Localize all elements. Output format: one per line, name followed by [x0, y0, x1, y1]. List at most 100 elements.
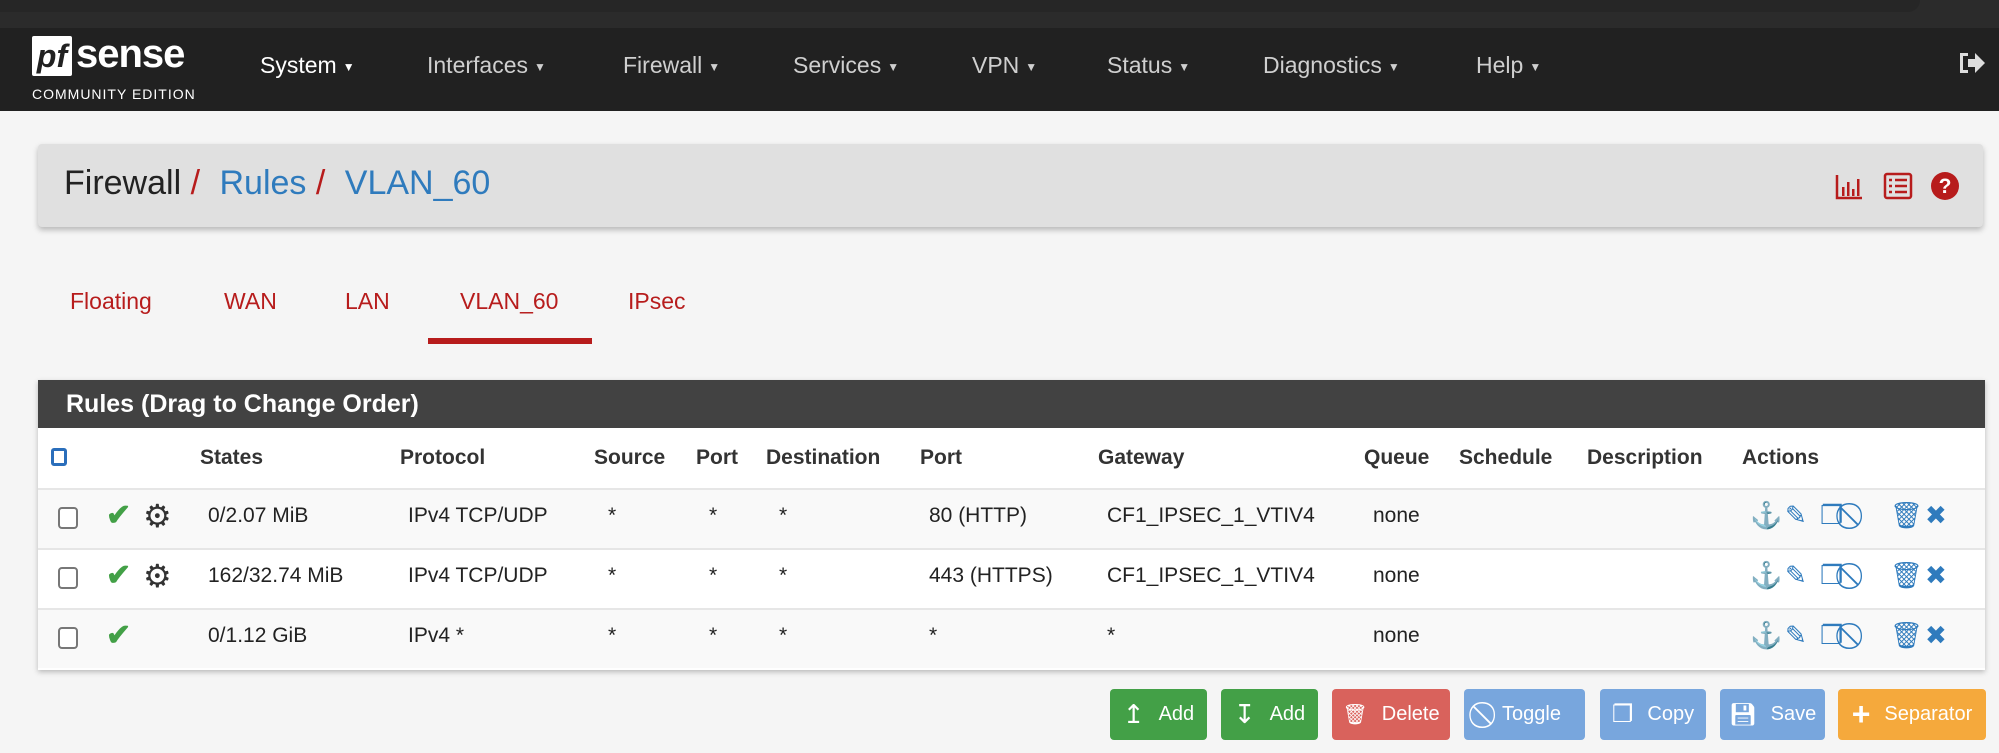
cell-destination-port: *: [929, 624, 938, 647]
tab-ipsec[interactable]: IPsec: [628, 288, 686, 314]
nav-status[interactable]: Status ▼: [1107, 52, 1191, 78]
breadcrumb-vlan60[interactable]: VLAN_60: [344, 164, 491, 202]
logo-mark: pf: [32, 36, 72, 76]
caret-down-icon: ▼: [1529, 59, 1542, 74]
nav-interfaces[interactable]: Interfaces ▼: [427, 52, 546, 78]
nav-system[interactable]: System ▼: [260, 52, 355, 78]
edit-icon[interactable]: ✎: [1785, 620, 1807, 650]
tab-wan[interactable]: WAN: [224, 288, 277, 314]
row-checkbox[interactable]: [58, 627, 78, 649]
add-bottom-button[interactable]: ↧ Add: [1221, 689, 1318, 740]
svg-text:?: ?: [1939, 175, 1952, 198]
cell-source-port: *: [709, 504, 718, 527]
pass-check-icon[interactable]: ✔: [106, 499, 132, 532]
table-row[interactable]: [38, 548, 1985, 608]
save-icon: 💾︎: [1728, 701, 1757, 727]
cell-source: *: [608, 504, 617, 527]
add-top-button[interactable]: ↥ Add: [1110, 689, 1207, 740]
gear-icon: ⚙: [143, 498, 172, 534]
row-checkbox[interactable]: [58, 567, 78, 589]
copy-icon: ❐: [1611, 701, 1634, 728]
anchor-icon[interactable]: ⚓: [1750, 500, 1783, 530]
cell-protocol: IPv4 TCP/UDP: [408, 504, 548, 527]
copy-button[interactable]: ❐ Copy: [1600, 689, 1706, 740]
tab-vlan60[interactable]: VLAN_60: [460, 288, 559, 314]
col-actions: Actions: [1742, 446, 1820, 469]
row-checkbox[interactable]: [58, 507, 78, 529]
cell-states-link[interactable]: 0/1.12 GiB: [208, 624, 308, 647]
cell-queue: none: [1373, 624, 1420, 647]
bar-chart-icon[interactable]: [1834, 171, 1864, 201]
save-button[interactable]: 💾︎ Save: [1720, 689, 1825, 740]
col-source: Source: [594, 446, 666, 469]
remove-icon[interactable]: ✖: [1925, 620, 1947, 650]
gear-icon: ⚙: [143, 558, 172, 594]
copy-icon[interactable]: ❐: [1820, 560, 1844, 590]
col-protocol: Protocol: [400, 446, 486, 469]
nav-diagnostics[interactable]: Diagnostics ▼: [1263, 52, 1400, 78]
col-destination-port: Port: [920, 446, 962, 469]
nav-firewall[interactable]: Firewall ▼: [623, 52, 721, 78]
table-row[interactable]: [38, 608, 1985, 668]
plus-icon: +: [1851, 696, 1871, 732]
cell-source-port: *: [709, 624, 718, 647]
cell-source: *: [608, 564, 617, 587]
tab-floating[interactable]: Floating: [70, 288, 152, 314]
pass-check-icon[interactable]: ✔: [106, 559, 132, 592]
breadcrumb-rules[interactable]: Rules: [219, 164, 307, 202]
cell-gateway: *: [1107, 624, 1116, 647]
cell-gateway[interactable]: CF1_IPSEC_1_VTIV4: [1107, 504, 1315, 527]
active-tab-indicator: [428, 338, 592, 344]
cell-source: *: [608, 624, 617, 647]
browser-top-strip: [0, 0, 1999, 28]
cell-destination-port: 80 (HTTP): [929, 504, 1028, 527]
table-row[interactable]: [38, 488, 1985, 548]
trash-icon: 🗑︎: [1342, 704, 1368, 726]
edit-icon[interactable]: ✎: [1785, 560, 1807, 590]
sign-out-icon[interactable]: [1958, 50, 1986, 83]
col-source-port: Port: [696, 446, 738, 469]
delete-icon[interactable]: 🗑︎: [1890, 560, 1924, 590]
cell-protocol: IPv4 *: [408, 624, 465, 647]
delete-button[interactable]: 🗑︎ Delete: [1332, 689, 1450, 740]
delete-icon[interactable]: 🗑︎: [1890, 500, 1924, 530]
anchor-icon[interactable]: ⚓: [1750, 620, 1783, 650]
toggle-button[interactable]: ⃠Toggle: [1464, 689, 1585, 740]
copy-icon[interactable]: ❐: [1820, 620, 1844, 650]
col-schedule: Schedule: [1459, 446, 1553, 469]
col-gateway: Gateway: [1098, 446, 1185, 469]
cell-states-link[interactable]: 0/2.07 MiB: [208, 504, 309, 527]
cell-destination: *: [779, 504, 788, 527]
help-icon[interactable]: ?: [1930, 171, 1960, 201]
cell-protocol: IPv4 TCP/UDP: [408, 564, 548, 587]
navbar: [0, 28, 1999, 111]
remove-icon[interactable]: ✖: [1925, 500, 1947, 530]
caret-down-icon: ▼: [887, 59, 900, 74]
nav-help[interactable]: Help ▼: [1476, 52, 1542, 78]
breadcrumb: Firewall / Rules / VLAN_60: [64, 164, 490, 203]
pass-check-icon[interactable]: ✔: [106, 619, 132, 652]
tab-lan[interactable]: LAN: [345, 288, 390, 314]
edit-icon[interactable]: ✎: [1785, 500, 1807, 530]
pfsense-logo[interactable]: pf sense COMMUNITY EDITION: [32, 32, 212, 106]
delete-icon[interactable]: 🗑︎: [1890, 620, 1924, 650]
list-icon[interactable]: [1883, 171, 1913, 201]
add-separator-button[interactable]: + Separator: [1838, 689, 1986, 740]
cell-states-link[interactable]: 162/32.74 MiB: [208, 564, 344, 587]
page-header: [38, 144, 1983, 227]
caret-down-icon: ▼: [708, 59, 721, 74]
remove-icon[interactable]: ✖: [1925, 560, 1947, 590]
breadcrumb-firewall: Firewall: [64, 164, 182, 202]
breadcrumb-separator: /: [190, 164, 201, 202]
caret-down-icon: ▼: [342, 59, 355, 74]
arrow-down-icon: ↧: [1233, 699, 1256, 729]
select-all-checkbox[interactable]: [51, 448, 67, 466]
copy-icon[interactable]: ❐: [1820, 500, 1844, 530]
nav-vpn[interactable]: VPN ▼: [972, 52, 1038, 78]
col-queue: Queue: [1364, 446, 1430, 469]
col-states: States: [200, 446, 264, 469]
cell-gateway[interactable]: CF1_IPSEC_1_VTIV4: [1107, 564, 1315, 587]
cell-destination-port: 443 (HTTPS): [929, 564, 1053, 587]
anchor-icon[interactable]: ⚓: [1750, 560, 1783, 590]
nav-services[interactable]: Services ▼: [793, 52, 900, 78]
